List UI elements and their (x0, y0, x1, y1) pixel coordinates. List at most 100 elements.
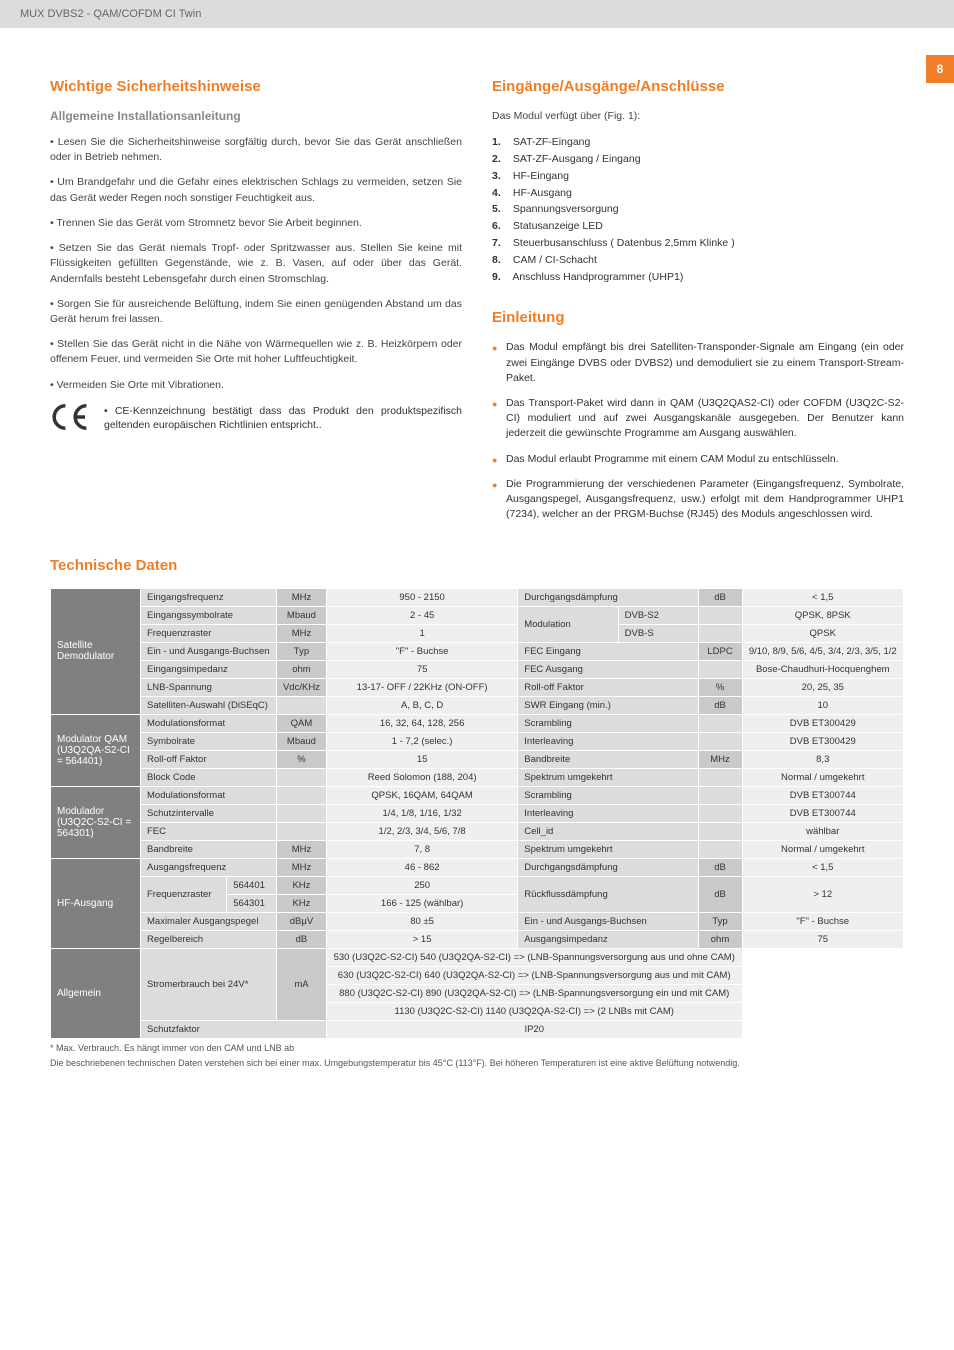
table-cell: Bandbreite (141, 840, 277, 858)
table-cell: ohm (698, 930, 742, 948)
table-cell: 564301 (227, 894, 277, 912)
table-cell: DVB-S2 (618, 606, 698, 624)
table-cell: < 1,5 (742, 858, 903, 876)
table-cell: Bose-Chaudhuri-Hocquenghem (742, 660, 903, 678)
table-cell (698, 822, 742, 840)
table-cell: KHz (276, 876, 326, 894)
table-cell: 46 - 862 (326, 858, 517, 876)
table-cell: Bandbreite (518, 750, 698, 768)
table-cell: Durchgangsdämpfung (518, 588, 698, 606)
table-cell: DVB-S (618, 624, 698, 642)
table-cell: HF-Ausgang (51, 858, 141, 948)
ce-mark-icon (50, 403, 92, 434)
table-cell: Cell_id (518, 822, 698, 840)
table-cell: 16, 32, 64, 128, 256 (326, 714, 517, 732)
io-item: 5. Spannungsversorgung (492, 201, 904, 218)
table-cell: dB (698, 696, 742, 714)
table-cell: > 12 (742, 876, 903, 912)
table-cell (276, 696, 326, 714)
table-cell: 13-17- OFF / 22KHz (ON-OFF) (326, 678, 517, 696)
table-cell: "F" - Buchse (742, 912, 903, 930)
table-cell (698, 804, 742, 822)
table-cell: > 15 (326, 930, 517, 948)
io-item: 2. SAT-ZF-Ausgang / Eingang (492, 151, 904, 168)
page-content: Wichtige Sicherheitshinweise Allgemeine … (0, 28, 954, 1090)
table-cell: Allgemein (51, 948, 141, 1038)
table-cell: Maximaler Ausgangspegel (141, 912, 277, 930)
table-cell: FEC Ausgang (518, 660, 698, 678)
table-cell: 75 (742, 930, 903, 948)
safety-para: • Trennen Sie das Gerät vom Stromnetz be… (50, 216, 462, 231)
table-cell (698, 624, 742, 642)
table-cell: 9/10, 8/9, 5/6, 4/5, 3/4, 2/3, 3/5, 1/2 (742, 642, 903, 660)
intro-bullet: Das Transport-Paket wird dann in QAM (U3… (492, 396, 904, 442)
table-cell: DVB ET300429 (742, 732, 903, 750)
table-cell (698, 786, 742, 804)
table-cell: Vdc/KHz (276, 678, 326, 696)
table-cell: Stromerbrauch bei 24V* (141, 948, 277, 1020)
table-cell (276, 822, 326, 840)
table-cell: Schutzfaktor (141, 1020, 327, 1038)
safety-para: • Vermeiden Sie Orte mit Vibrationen. (50, 378, 462, 393)
table-cell (698, 768, 742, 786)
table-cell: 166 - 125 (wählbar) (326, 894, 517, 912)
table-cell: Frequenzraster (141, 624, 277, 642)
ce-row: • CE-Kennzeichnung bestätigt dass das Pr… (50, 403, 462, 434)
table-cell: QPSK, 8PSK (742, 606, 903, 624)
table-cell: 1/4, 1/8, 1/16, 1/32 (326, 804, 517, 822)
safety-para: • Lesen Sie die Sicherheitshinweise sorg… (50, 135, 462, 165)
table-cell: 15 (326, 750, 517, 768)
intro-bullet: Das Modul erlaubt Programme mit einem CA… (492, 452, 904, 467)
table-cell: < 1,5 (742, 588, 903, 606)
safety-para: • Setzen Sie das Gerät niemals Tropf- od… (50, 241, 462, 287)
table-cell: ohm (276, 660, 326, 678)
table-cell: Modulationsformat (141, 714, 277, 732)
io-item: 8. CAM / CI-Schacht (492, 252, 904, 269)
table-cell: Symbolrate (141, 732, 277, 750)
footnote: Die beschriebenen technischen Daten vers… (50, 1058, 904, 1070)
io-item: 7. Steuerbusanschluss ( Datenbus 2,5mm K… (492, 235, 904, 252)
table-cell: Satellite Demodulator (51, 588, 141, 714)
io-intro: Das Modul verfügt über (Fig. 1): (492, 109, 904, 124)
safety-para: • Stellen Sie das Gerät nicht in die Näh… (50, 337, 462, 367)
table-cell: FEC Eingang (518, 642, 698, 660)
safety-para: • Sorgen Sie für ausreichende Belüftung,… (50, 297, 462, 327)
table-cell: QAM (276, 714, 326, 732)
table-cell: 1 (326, 624, 517, 642)
table-cell: KHz (276, 894, 326, 912)
table-cell: Frequenzraster (141, 876, 227, 912)
table-cell: Ein - und Ausgangs-Buchsen (518, 912, 698, 930)
safety-para: • Um Brandgefahr und die Gefahr eines el… (50, 175, 462, 205)
table-cell: Scrambling (518, 786, 698, 804)
table-cell: 880 (U3Q2C-S2-CI) 890 (U3Q2QA-S2-CI) => … (326, 984, 742, 1002)
table-cell: Rückflussdämpfung (518, 876, 698, 912)
table-cell: MHz (276, 624, 326, 642)
io-item: 4. HF-Ausgang (492, 185, 904, 202)
table-cell: 1 - 7,2 (selec.) (326, 732, 517, 750)
table-cell (698, 660, 742, 678)
table-cell: Regelbereich (141, 930, 277, 948)
table-cell: MHz (276, 858, 326, 876)
io-item: 3. HF-Eingang (492, 168, 904, 185)
table-cell: QPSK, 16QAM, 64QAM (326, 786, 517, 804)
intro-bullet: Das Modul empfängt bis drei Satelliten-T… (492, 340, 904, 386)
ce-text: • CE-Kennzeichnung bestätigt dass das Pr… (104, 404, 462, 433)
io-item: 9. Anschluss Handprogrammer (UHP1) (492, 269, 904, 286)
table-cell: Eingangsfrequenz (141, 588, 277, 606)
io-list: 1. SAT-ZF-Eingang2. SAT-ZF-Ausgang / Ein… (492, 134, 904, 285)
table-cell: 564401 (227, 876, 277, 894)
table-cell: mA (276, 948, 326, 1020)
left-column: Wichtige Sicherheitshinweise Allgemeine … (50, 78, 462, 533)
table-cell: Modulation (518, 606, 618, 642)
table-cell: LDPC (698, 642, 742, 660)
table-cell (698, 606, 742, 624)
table-cell: 2 - 45 (326, 606, 517, 624)
table-cell: Mbaud (276, 606, 326, 624)
table-cell: dBµV (276, 912, 326, 930)
tech-table: Satellite DemodulatorEingangsfrequenz MHz… (50, 588, 904, 1039)
table-cell (276, 786, 326, 804)
table-cell: MHz (698, 750, 742, 768)
table-cell (698, 714, 742, 732)
table-cell: 7, 8 (326, 840, 517, 858)
table-cell: Eingangsimpedanz (141, 660, 277, 678)
